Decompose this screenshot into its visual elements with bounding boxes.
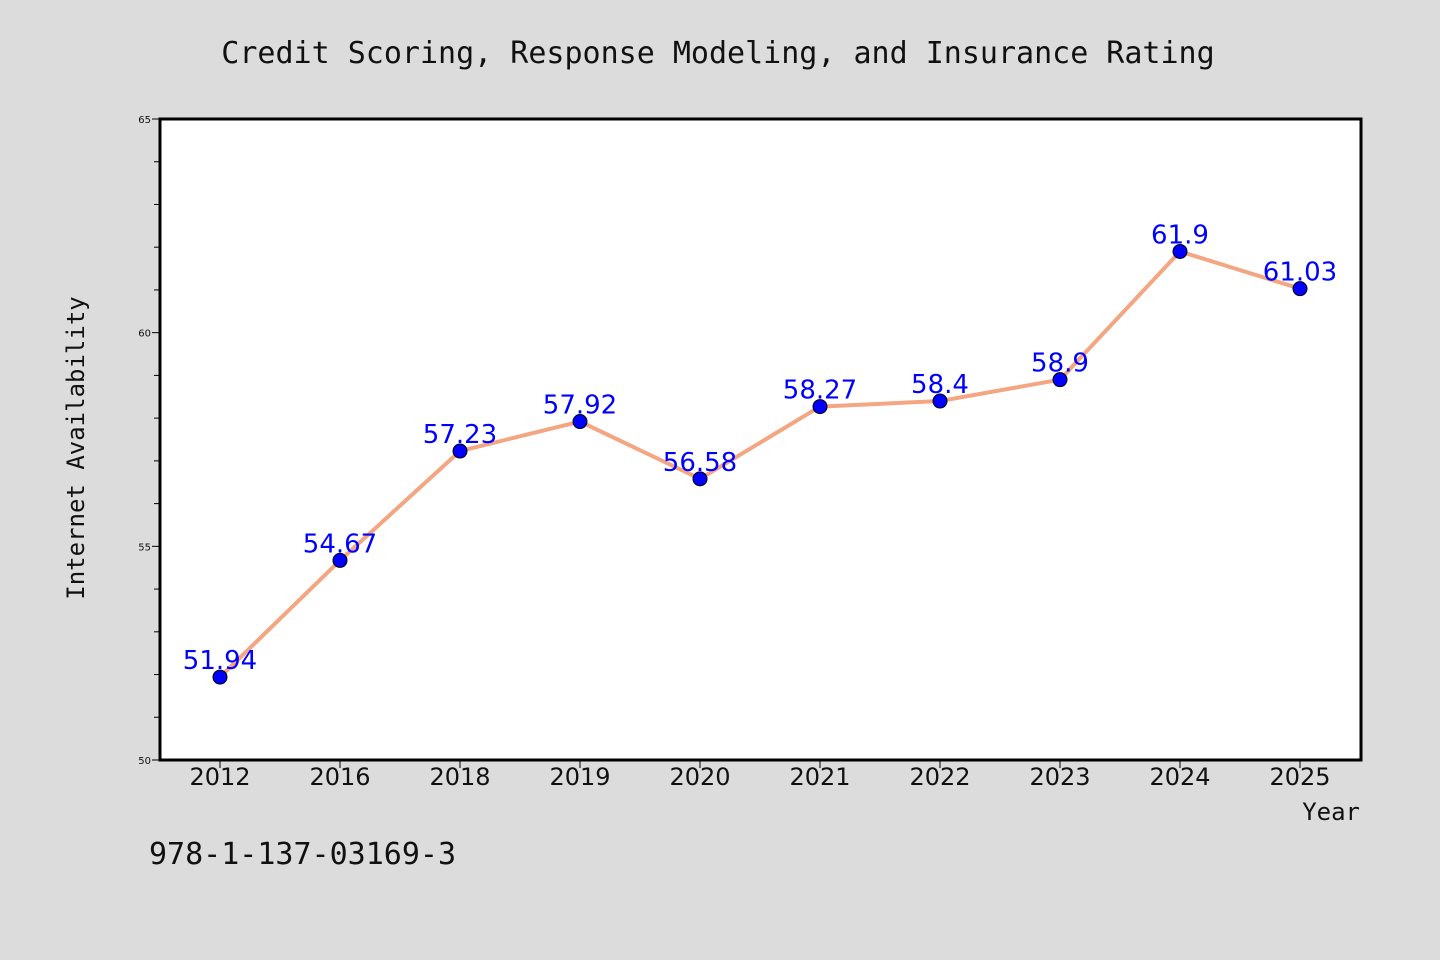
x-tick-label: 2018	[429, 763, 490, 791]
plot-frame	[158, 117, 1363, 762]
x-tick-label: 2012	[189, 763, 250, 791]
x-tick-label: 2025	[1269, 763, 1330, 791]
y-axis-ticks: 50 55 60 65	[138, 115, 160, 767]
data-point	[332, 552, 348, 568]
y-axis-label: Internet Availability	[62, 296, 90, 599]
y-tick-label: 60	[138, 329, 151, 340]
x-tick-label: 2016	[309, 763, 370, 791]
x-axis-ticks: 2012 2016 2018 2019 2020 2021 2022 2023 2024 2025	[189, 760, 1331, 791]
x-axis-label: Year	[1302, 798, 1360, 826]
plot-area	[160, 119, 1361, 760]
isbn-annotation: 978-1-137-03169-3	[149, 837, 456, 872]
data-label: 58.4	[911, 370, 969, 400]
data-point	[1172, 243, 1188, 259]
data-point	[572, 414, 588, 430]
y-tick-label: 65	[138, 115, 151, 126]
data-label: 57.92	[543, 391, 617, 421]
data-point	[212, 669, 228, 685]
data-label: 54.67	[303, 529, 377, 559]
x-tick-label: 2024	[1149, 763, 1210, 791]
data-label: 56.58	[663, 448, 737, 478]
x-tick-label: 2020	[669, 763, 730, 791]
data-labels: 51.94 54.67 57.23 57.92 56.58 58.27 58.4 58.9 61…	[183, 220, 1337, 676]
x-tick-label: 2019	[549, 763, 610, 791]
data-label: 58.27	[783, 376, 857, 406]
series-line-group	[218, 249, 1302, 680]
data-label: 61.03	[1263, 258, 1337, 288]
data-point	[812, 399, 828, 415]
data-point	[1292, 281, 1308, 297]
y-tick-label: 50	[138, 756, 151, 767]
x-tick-label: 2023	[1029, 763, 1090, 791]
data-point	[452, 443, 468, 459]
data-label: 57.23	[423, 420, 497, 450]
data-label: 51.94	[183, 646, 257, 676]
y-tick-label: 55	[138, 542, 151, 553]
data-markers	[212, 243, 1308, 685]
data-point	[932, 393, 948, 409]
data-point	[692, 471, 708, 487]
x-tick-label: 2022	[909, 763, 970, 791]
data-label: 58.9	[1031, 349, 1089, 379]
data-point	[1052, 372, 1068, 388]
series-line	[218, 249, 1302, 680]
data-label: 61.9	[1151, 220, 1209, 250]
x-tick-label: 2021	[789, 763, 850, 791]
chart-title: Credit Scoring, Response Modeling, and I…	[221, 36, 1214, 71]
